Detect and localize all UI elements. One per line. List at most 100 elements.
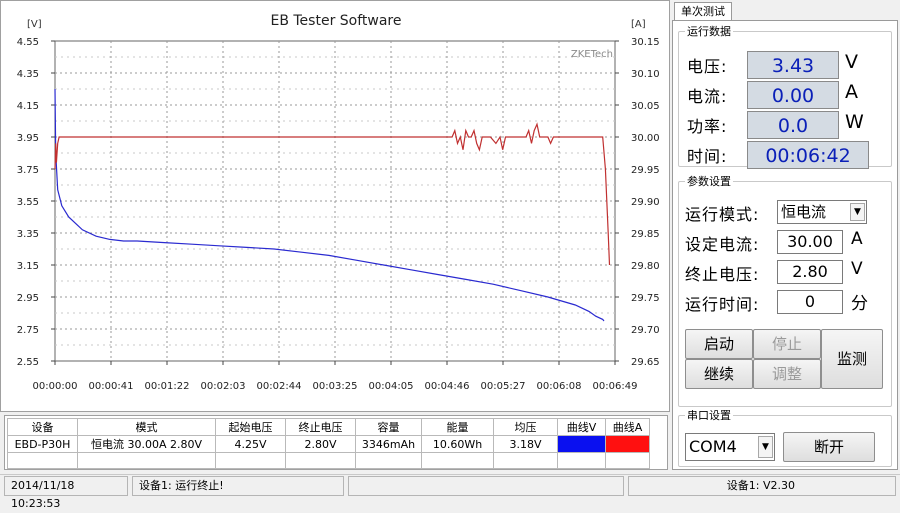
runtime-data-legend: 运行数据 [687, 25, 731, 38]
power-unit: W [845, 111, 864, 133]
run-time-label: 运行时间: [685, 295, 760, 314]
x-tick-label: 00:04:46 [425, 381, 470, 392]
left-y-tick-label: 2.75 [17, 325, 39, 336]
chart-title: EB Tester Software [270, 13, 401, 29]
status-version: 设备1: V2.30 [628, 476, 896, 496]
disconnect-button[interactable]: 断开 [783, 432, 875, 462]
column-header[interactable]: 均压 [493, 418, 558, 436]
left-y-tick-label: 4.55 [17, 37, 39, 48]
right-y-tick-label: 29.75 [631, 293, 660, 304]
results-table: 设备 模式 起始电压 终止电压 容量 能量 均压 曲线V 曲线A EBD-P30… [7, 418, 650, 469]
curve-v-color-swatch[interactable] [557, 435, 606, 453]
x-tick-label: 00:00:41 [89, 381, 134, 392]
cutoff-voltage-unit: V [851, 259, 863, 279]
x-tick-label: 00:02:03 [201, 381, 246, 392]
parameter-settings-group: 参数设置 运行模式: 恒电流 ▼ 设定电流: 30.00 A 终止电压: 2.8… [678, 173, 892, 407]
status-empty [348, 476, 624, 496]
end-voltage-cell: 2.80V [285, 435, 356, 453]
table-row[interactable]: EBD-P30H 恒电流 30.00A 2.80V 4.25V 2.80V 33… [7, 435, 650, 453]
energy-cell: 10.60Wh [421, 435, 494, 453]
right-y-tick-label: 30.05 [631, 101, 660, 112]
status-message: 设备1: 运行终止! [132, 476, 344, 496]
average-voltage-cell: 3.18V [493, 435, 558, 453]
current-display: 0.00 [747, 81, 839, 109]
watermark: ZKETech [571, 49, 613, 60]
right-y-tick-label: 29.90 [631, 197, 660, 208]
set-current-input[interactable]: 30.00 [777, 230, 843, 254]
device-cell: EBD-P30H [7, 435, 78, 453]
right-y-tick-label: 29.70 [631, 325, 660, 336]
x-tick-label: 00:00:00 [33, 381, 78, 392]
column-header[interactable]: 终止电压 [285, 418, 356, 436]
adjust-button[interactable]: 调整 [753, 359, 821, 389]
voltage-current-chart: EB Tester Software [V] [A] 4.55 30.15 4.35… [17, 13, 660, 392]
start-voltage-cell: 4.25V [215, 435, 286, 453]
cutoff-voltage-input[interactable]: 2.80 [777, 260, 843, 284]
tab-single-test[interactable]: 单次测试 [674, 2, 732, 21]
column-header[interactable]: 曲线V [557, 418, 606, 436]
mode-label: 运行模式: [685, 205, 760, 224]
cutoff-voltage-label: 终止电压: [685, 265, 760, 284]
status-bar: 2014/11/18 10:23:53 设备1: 运行终止! 设备1: V2.3… [0, 474, 900, 510]
serial-settings-legend: 串口设置 [687, 409, 731, 422]
right-axis-unit: [A] [631, 19, 646, 30]
x-tick-label: 00:01:22 [145, 381, 190, 392]
column-header[interactable]: 起始电压 [215, 418, 286, 436]
column-header[interactable]: 能量 [421, 418, 494, 436]
right-y-tick-label: 29.95 [631, 165, 660, 176]
column-header[interactable]: 设备 [7, 418, 78, 436]
start-button[interactable]: 启动 [685, 329, 753, 359]
right-y-tick-label: 29.85 [631, 229, 660, 240]
column-header[interactable]: 曲线A [605, 418, 650, 436]
curve-a-color-swatch[interactable] [605, 435, 650, 453]
monitor-button[interactable]: 监测 [821, 329, 883, 389]
x-tick-label: 00:06:08 [537, 381, 582, 392]
voltage-display: 3.43 [747, 51, 839, 79]
tab-strip: 单次测试 [672, 0, 900, 21]
table-row-empty [7, 452, 650, 469]
current-series-line [54, 122, 611, 266]
chart-panel: EB Tester Software [V] [A] 4.55 30.15 4.35… [0, 0, 670, 412]
current-unit: A [845, 81, 858, 103]
com-port-select[interactable]: COM4 ▼ [685, 433, 775, 461]
right-y-tick-label: 30.10 [631, 69, 660, 80]
x-tick-label: 00:05:27 [481, 381, 526, 392]
time-label: 时间: [687, 147, 728, 166]
left-y-tick-label: 3.75 [17, 165, 39, 176]
left-y-tick-label: 3.35 [17, 229, 39, 240]
voltage-series-line [54, 88, 605, 322]
mode-select-value: 恒电流 [781, 203, 827, 221]
mode-cell: 恒电流 30.00A 2.80V [77, 435, 216, 453]
set-current-unit: A [851, 229, 863, 249]
run-time-input[interactable]: 0 [777, 290, 843, 314]
stop-button[interactable]: 停止 [753, 329, 821, 359]
time-display: 00:06:42 [747, 141, 869, 169]
chevron-down-icon[interactable]: ▼ [758, 436, 773, 458]
column-header[interactable]: 模式 [77, 418, 216, 436]
continue-button[interactable]: 继续 [685, 359, 753, 389]
serial-settings-group: 串口设置 COM4 ▼ 断开 [678, 407, 892, 467]
right-y-tick-label: 29.65 [631, 357, 660, 368]
left-y-tick-label: 3.55 [17, 197, 39, 208]
x-tick-label: 00:06:49 [593, 381, 638, 392]
voltage-label: 电压: [687, 57, 728, 76]
x-tick-label: 00:04:05 [369, 381, 414, 392]
status-datetime: 2014/11/18 10:23:53 [4, 476, 128, 510]
x-tick-label: 00:03:25 [313, 381, 358, 392]
left-axis-unit: [V] [27, 19, 42, 30]
left-y-tick-label: 3.15 [17, 261, 39, 272]
left-y-tick-label: 2.95 [17, 293, 39, 304]
run-time-unit: 分 [851, 294, 868, 314]
column-header[interactable]: 容量 [355, 418, 422, 436]
voltage-unit: V [845, 51, 858, 73]
left-y-tick-label: 4.15 [17, 101, 39, 112]
power-label: 功率: [687, 117, 728, 136]
left-y-tick-label: 3.95 [17, 133, 39, 144]
left-y-tick-label: 4.35 [17, 69, 39, 80]
x-tick-label: 00:02:44 [257, 381, 302, 392]
mode-select[interactable]: 恒电流 ▼ [777, 200, 867, 224]
runtime-data-group: 运行数据 电压: 3.43 V 电流: 0.00 A 功率: 0.0 W 时间:… [678, 23, 892, 169]
right-y-tick-label: 29.80 [631, 261, 660, 272]
current-label: 电流: [687, 87, 728, 106]
chevron-down-icon[interactable]: ▼ [850, 203, 865, 221]
